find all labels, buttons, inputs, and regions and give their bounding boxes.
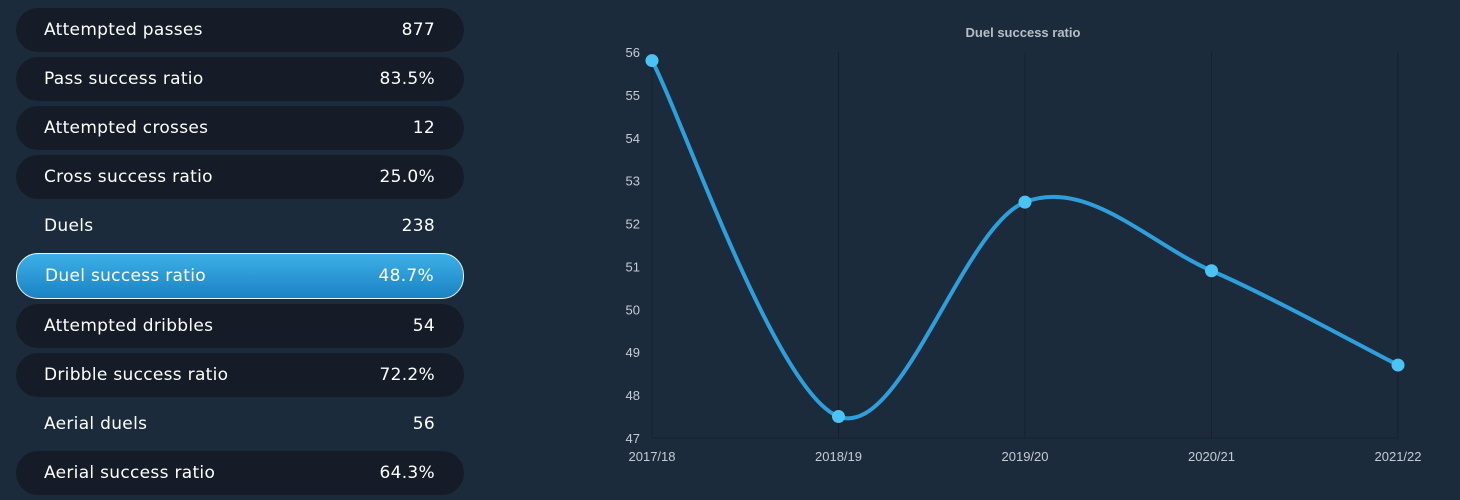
y-tick-label: 53 [626,174,640,189]
stat-label: Duel success ratio [45,266,206,286]
x-tick-label: 2020/21 [1188,449,1235,464]
stat-label: Aerial duels [44,414,148,434]
stat-label: Attempted dribbles [44,316,214,336]
stat-label: Aerial success ratio [44,463,216,483]
x-tick-label: 2021/22 [1375,449,1422,464]
stat-label: Attempted passes [44,20,203,40]
stat-row[interactable]: Attempted passes 877 [16,8,464,52]
stat-row[interactable]: Duel success ratio 48.7% [16,253,464,299]
stat-label: Duels [44,216,94,236]
stat-label: Cross success ratio [44,167,213,187]
stat-row[interactable]: Dribble success ratio 72.2% [16,353,464,397]
data-point[interactable] [645,54,659,68]
duel-success-chart: Duel success ratio 47 48 49 50 51 52 53 54 55 56 20… [626,25,1422,464]
stat-label: Pass success ratio [44,69,204,89]
y-tick-label: 48 [626,388,640,403]
y-tick-label: 49 [626,345,640,360]
stats-list: Attempted passes 877 Pass success ratio 83.… [16,8,464,500]
stat-value: 238 [401,216,435,236]
stat-row[interactable]: Attempted crosses 12 [16,106,464,150]
stat-row[interactable]: Cross success ratio 25.0% [16,155,464,199]
stat-label: Attempted crosses [44,118,209,138]
data-point[interactable] [1205,264,1218,278]
y-tick-label: 47 [626,431,640,446]
stat-value: 83.5% [379,69,435,89]
stat-value: 48.7% [378,266,434,286]
x-tick-label: 2017/18 [629,449,676,464]
chart-panel: Duel success ratio 47 48 49 50 51 52 53 54 55 56 20… [600,0,1460,497]
stat-value: 72.2% [379,365,435,385]
data-point[interactable] [1391,358,1405,372]
x-tick-label: 2019/20 [1002,449,1049,464]
stat-value: 877 [401,20,435,40]
chart-title: Duel success ratio [966,25,1081,40]
stat-value: 12 [412,118,435,138]
y-tick-label: 52 [626,217,640,232]
stat-row[interactable]: Attempted dribbles 54 [16,304,464,348]
y-tick-label: 56 [626,45,640,60]
y-tick-label: 54 [626,131,640,146]
stat-label: Dribble success ratio [44,365,229,385]
stat-value: 56 [412,414,435,434]
y-tick-label: 55 [626,88,640,103]
y-tick-label: 50 [626,302,640,317]
series-line [650,58,1400,421]
data-point[interactable] [832,410,845,424]
x-tick-label: 2018/19 [815,449,862,464]
y-tick-label: 51 [626,259,640,274]
stat-value: 54 [412,316,435,336]
stat-value: 25.0% [379,167,435,187]
stat-row[interactable]: Duels 238 [16,204,464,248]
data-point[interactable] [1018,195,1032,209]
stat-row[interactable]: Aerial success ratio 64.3% [16,451,464,495]
stat-value: 64.3% [379,463,435,483]
stat-row[interactable]: Aerial duels 56 [16,402,464,446]
stat-row[interactable]: Pass success ratio 83.5% [16,57,464,101]
